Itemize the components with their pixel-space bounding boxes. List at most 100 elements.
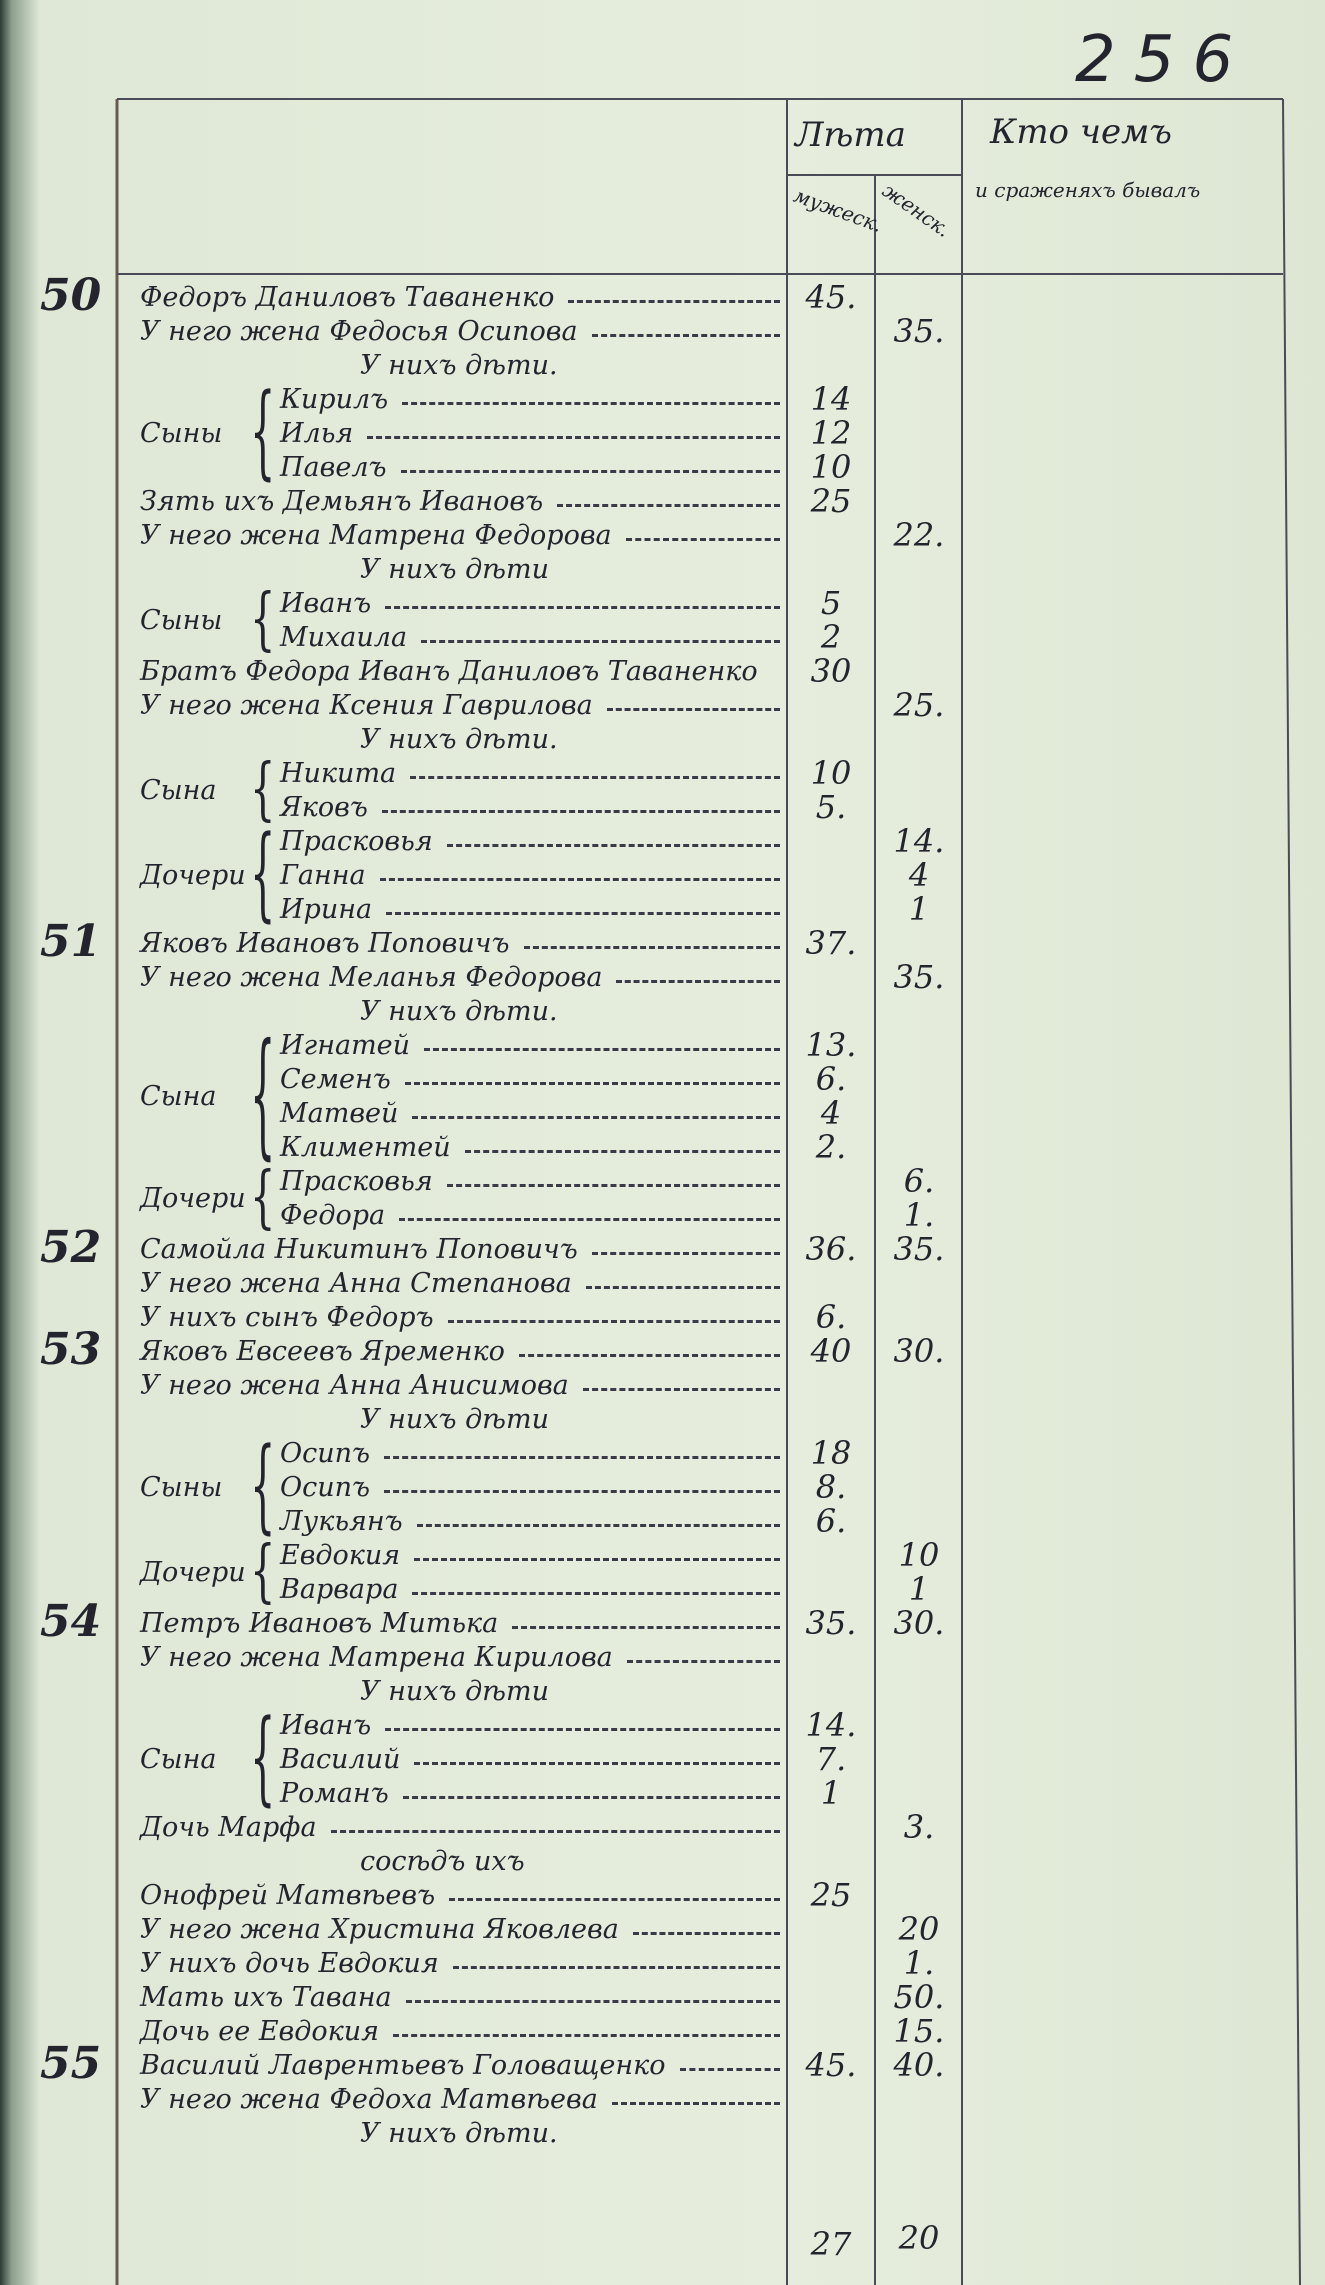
brace: {	[250, 374, 276, 492]
leader-dashes	[424, 1048, 780, 1051]
female-age: 14.	[893, 822, 945, 860]
male-age: 7.	[815, 1740, 847, 1778]
male-age: 35.	[805, 1604, 857, 1642]
age-header: Лѣта	[795, 115, 906, 155]
member-name: Евдокия	[280, 1540, 401, 1571]
leader-dashes	[568, 300, 780, 303]
relation: Сыны	[140, 418, 223, 449]
leader-dashes	[447, 1184, 780, 1187]
leader-dashes	[384, 1456, 780, 1459]
leader-dashes	[410, 776, 780, 779]
member-name: Варвара	[280, 1574, 399, 1605]
male-age: 37.	[805, 924, 857, 962]
leader-dashes	[680, 2068, 780, 2071]
member-name: Осипъ	[280, 1438, 371, 1469]
member-name: Никита	[280, 758, 397, 789]
entry-text: У него жена Федосья Осипова	[140, 316, 578, 347]
relation: Сыны	[140, 605, 223, 636]
relation: Сына	[140, 1744, 217, 1775]
female-age: 15.	[893, 2012, 945, 2050]
leader-dashes	[386, 912, 780, 915]
male-age: 25	[810, 482, 852, 520]
leader-dashes	[524, 946, 780, 949]
leader-dashes	[405, 1082, 780, 1085]
heading: У нихъ дѣти.	[360, 2118, 558, 2149]
leader-dashes	[453, 1966, 780, 1969]
male-age: 10	[810, 448, 852, 486]
entry-text: У него жена Христина Яковлева	[140, 1914, 619, 1945]
occupation-subheader: и сраженяхъ бывалъ	[975, 178, 1201, 202]
relation: Сына	[140, 775, 217, 806]
member-name: Семенъ	[280, 1064, 391, 1095]
member-name: Михаила	[280, 622, 408, 653]
member-name: Климентей	[280, 1132, 451, 1163]
female-age: 30.	[893, 1332, 945, 1370]
leader-dashes	[406, 2000, 780, 2003]
leader-dashes	[465, 1150, 780, 1153]
leader-dashes	[557, 504, 780, 507]
entry-text: Яковъ Ивановъ Поповичъ	[140, 928, 510, 959]
member-name: Матвей	[280, 1098, 399, 1129]
leader-dashes	[627, 1660, 780, 1663]
male-age: 14.	[805, 1706, 857, 1744]
male-age: 36.	[805, 1230, 857, 1268]
entry-text: Василий Лаврентьевъ Головащенко	[140, 2050, 666, 2081]
leader-dashes	[385, 606, 780, 609]
member-name: Павелъ	[280, 452, 387, 483]
leader-dashes	[421, 640, 780, 643]
male-age: 18	[810, 1434, 852, 1472]
female-age: 30.	[893, 1604, 945, 1642]
total-male: 27	[810, 2225, 852, 2263]
leader-dashes	[412, 1116, 780, 1119]
brace: {	[250, 750, 276, 830]
male-age: 10	[810, 754, 852, 792]
female-age: 1	[908, 1570, 930, 1608]
female-age: 1	[908, 890, 930, 928]
leader-dashes	[417, 1524, 780, 1527]
entry-text: Зять ихъ Демьянъ Ивановъ	[140, 486, 544, 517]
leader-dashes	[414, 1762, 780, 1765]
male-age: 1	[820, 1774, 842, 1812]
heading: У нихъ дѣти	[360, 1404, 549, 1435]
heading: сосѣдъ ихъ	[360, 1846, 525, 1877]
leader-dashes	[449, 1898, 780, 1901]
male-age: 6.	[815, 1298, 847, 1336]
entry-text: У него жена Анна Степанова	[140, 1268, 572, 1299]
leader-dashes	[412, 1592, 780, 1595]
brace: {	[250, 1017, 276, 1175]
female-age: 6.	[903, 1162, 935, 1200]
leader-dashes	[592, 334, 780, 337]
leader-dashes	[626, 538, 780, 541]
entry-text: Дочь ее Евдокия	[140, 2016, 380, 2047]
entry-text: Федоръ Даниловъ Таваненко	[140, 282, 555, 313]
entry-text: У нихъ сынъ Федоръ	[140, 1302, 434, 1333]
female-age: 1.	[903, 1196, 935, 1234]
heading: У нихъ дѣти	[360, 1676, 549, 1707]
member-name: Ганна	[280, 860, 366, 891]
male-age: 5.	[815, 788, 847, 826]
relation: Сыны	[140, 1472, 223, 1503]
female-age: 4	[908, 856, 930, 894]
leader-dashes	[402, 402, 780, 405]
leader-dashes	[384, 1490, 780, 1493]
female-age: 35.	[893, 1230, 945, 1268]
member-name: Василий	[280, 1744, 401, 1775]
leader-dashes	[447, 844, 780, 847]
entry-text: У него жена Анна Анисимова	[140, 1370, 569, 1401]
entry-text: Онофрей Матвѣевъ	[140, 1880, 436, 1911]
male-age: 45.	[805, 2046, 857, 2084]
brace: {	[250, 1158, 276, 1238]
male-age: 6.	[815, 1060, 847, 1098]
member-name: Илья	[280, 418, 354, 449]
leader-dashes	[519, 1354, 780, 1357]
entry-text: Яковъ Евсеевъ Яременко	[140, 1336, 505, 1367]
leader-dashes	[583, 1388, 780, 1391]
brace: {	[250, 1428, 276, 1546]
male-age: 14	[810, 380, 852, 418]
member-name: Ирина	[280, 894, 373, 925]
relation: Дочери	[140, 1557, 246, 1588]
female-age: 25.	[893, 686, 945, 724]
relation: Дочери	[140, 860, 246, 891]
